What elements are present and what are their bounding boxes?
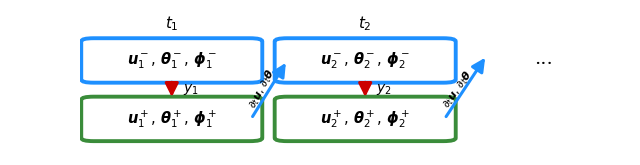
Text: $\boldsymbol{u}_1^-,\,\boldsymbol{\theta}_1^-,\,\boldsymbol{\phi}_1^-$: $\boldsymbol{u}_1^-,\,\boldsymbol{\theta… [127, 50, 217, 71]
Text: $\boldsymbol{u}_2^+,\,\boldsymbol{\theta}_2^+,\,\boldsymbol{\phi}_2^+$: $\boldsymbol{u}_2^+,\,\boldsymbol{\theta… [320, 108, 410, 130]
FancyBboxPatch shape [81, 38, 262, 83]
Text: $t_2$: $t_2$ [358, 14, 372, 33]
Text: $\partial_t \boldsymbol{u},\,\partial_t \boldsymbol{\theta}$: $\partial_t \boldsymbol{u},\,\partial_t … [246, 67, 279, 111]
Text: $\boldsymbol{u}_1^+,\,\boldsymbol{\theta}_1^+,\,\boldsymbol{\phi}_1^+$: $\boldsymbol{u}_1^+,\,\boldsymbol{\theta… [127, 108, 217, 130]
FancyBboxPatch shape [81, 97, 262, 141]
Text: $\partial_t \boldsymbol{u},\,\partial_t \boldsymbol{\theta}$: $\partial_t \boldsymbol{u},\,\partial_t … [440, 67, 476, 111]
FancyBboxPatch shape [275, 38, 456, 83]
Text: ...: ... [534, 50, 553, 68]
Text: $\boldsymbol{u}_2^-,\,\boldsymbol{\theta}_2^-,\,\boldsymbol{\phi}_2^-$: $\boldsymbol{u}_2^-,\,\boldsymbol{\theta… [320, 50, 410, 71]
Text: $y_2$: $y_2$ [376, 82, 392, 97]
Text: $y_1$: $y_1$ [182, 82, 198, 97]
FancyBboxPatch shape [275, 97, 456, 141]
Text: $t_1$: $t_1$ [165, 14, 179, 33]
